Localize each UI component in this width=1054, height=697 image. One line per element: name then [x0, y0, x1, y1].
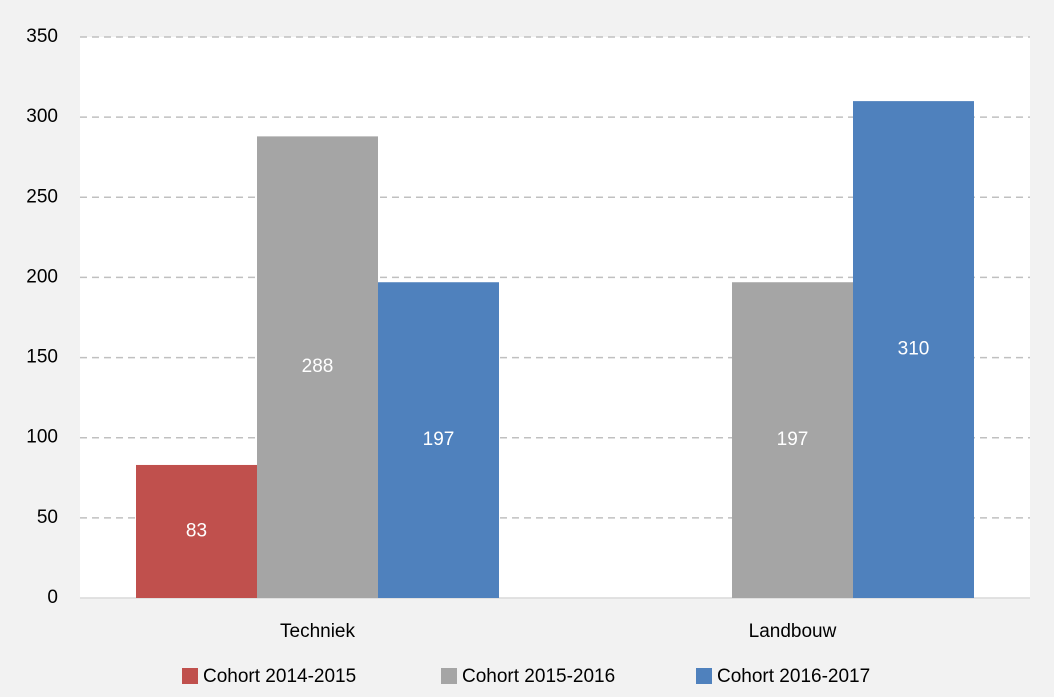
x-tick-label: Landbouw — [749, 621, 837, 642]
legend-label: Cohort 2014-2015 — [203, 666, 356, 687]
data-label: 197 — [423, 429, 455, 450]
bar — [853, 101, 974, 598]
data-label: 288 — [302, 356, 334, 377]
y-tick-label: 50 — [37, 507, 58, 528]
y-tick-label: 100 — [26, 427, 58, 448]
data-label: 83 — [186, 520, 207, 541]
y-tick-label: 200 — [26, 266, 58, 287]
y-tick-label: 250 — [26, 186, 58, 207]
bar — [732, 282, 853, 598]
bar — [136, 464, 257, 598]
bar — [257, 136, 378, 598]
y-tick-label: 0 — [47, 587, 58, 608]
y-tick-label: 150 — [26, 347, 58, 368]
legend-label: Cohort 2016-2017 — [717, 666, 870, 687]
legend-swatch — [441, 668, 457, 684]
x-tick-label: Techniek — [280, 621, 355, 642]
legend-swatch — [696, 668, 712, 684]
data-label: 197 — [777, 429, 809, 450]
y-tick-label: 350 — [26, 26, 58, 47]
bar — [378, 282, 499, 598]
legend-swatch — [182, 668, 198, 684]
y-tick-label: 300 — [26, 106, 58, 127]
legend-label: Cohort 2015-2016 — [462, 666, 615, 687]
data-label: 310 — [898, 339, 930, 360]
